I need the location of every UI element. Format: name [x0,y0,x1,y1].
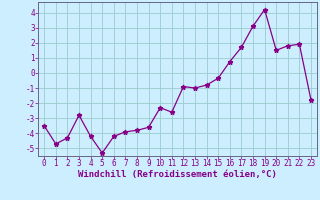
X-axis label: Windchill (Refroidissement éolien,°C): Windchill (Refroidissement éolien,°C) [78,170,277,179]
